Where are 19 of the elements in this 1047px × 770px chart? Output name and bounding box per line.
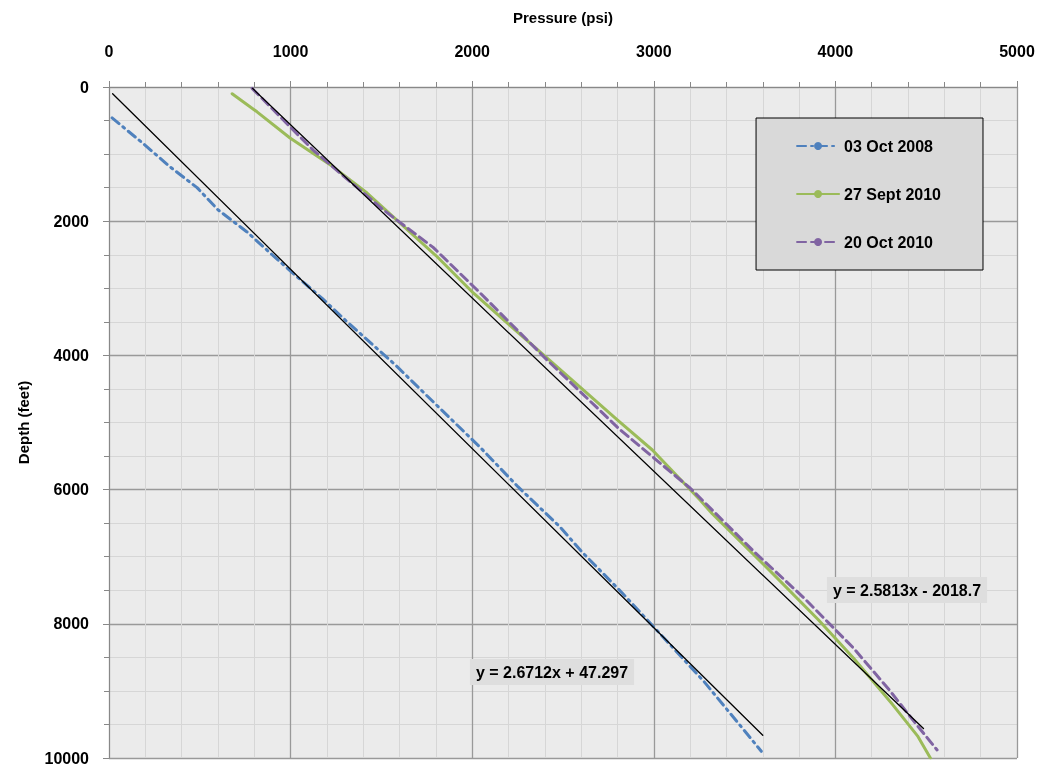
x-tick-label: 1000 bbox=[272, 42, 309, 60]
legend-label: 03 Oct 2008 bbox=[844, 137, 934, 155]
y-tick-label: 8000 bbox=[53, 615, 90, 633]
x-tick-label: 5000 bbox=[999, 42, 1035, 60]
x-axis-title: Pressure (psi) bbox=[512, 9, 614, 26]
annotation: y = 2.5813x - 2018.7 bbox=[832, 581, 982, 599]
x-tick-label: 4000 bbox=[817, 42, 854, 60]
legend-label: 20 Oct 2010 bbox=[844, 233, 934, 251]
x-tick-label: 0 bbox=[104, 42, 114, 60]
y-tick-label: 0 bbox=[80, 78, 90, 96]
legend-label: 27 Sept 2010 bbox=[844, 185, 942, 203]
x-tick-label: 2000 bbox=[454, 42, 491, 60]
y-tick-label: 4000 bbox=[53, 346, 90, 364]
y-tick-label: 2000 bbox=[53, 212, 90, 230]
y-tick-label: 10000 bbox=[44, 749, 90, 767]
y-axis-title: Depth (feet) bbox=[15, 380, 32, 465]
x-tick-label: 3000 bbox=[636, 42, 672, 60]
annotation: y = 2.6712x + 47.297 bbox=[475, 663, 629, 681]
y-tick-label: 6000 bbox=[53, 481, 90, 499]
